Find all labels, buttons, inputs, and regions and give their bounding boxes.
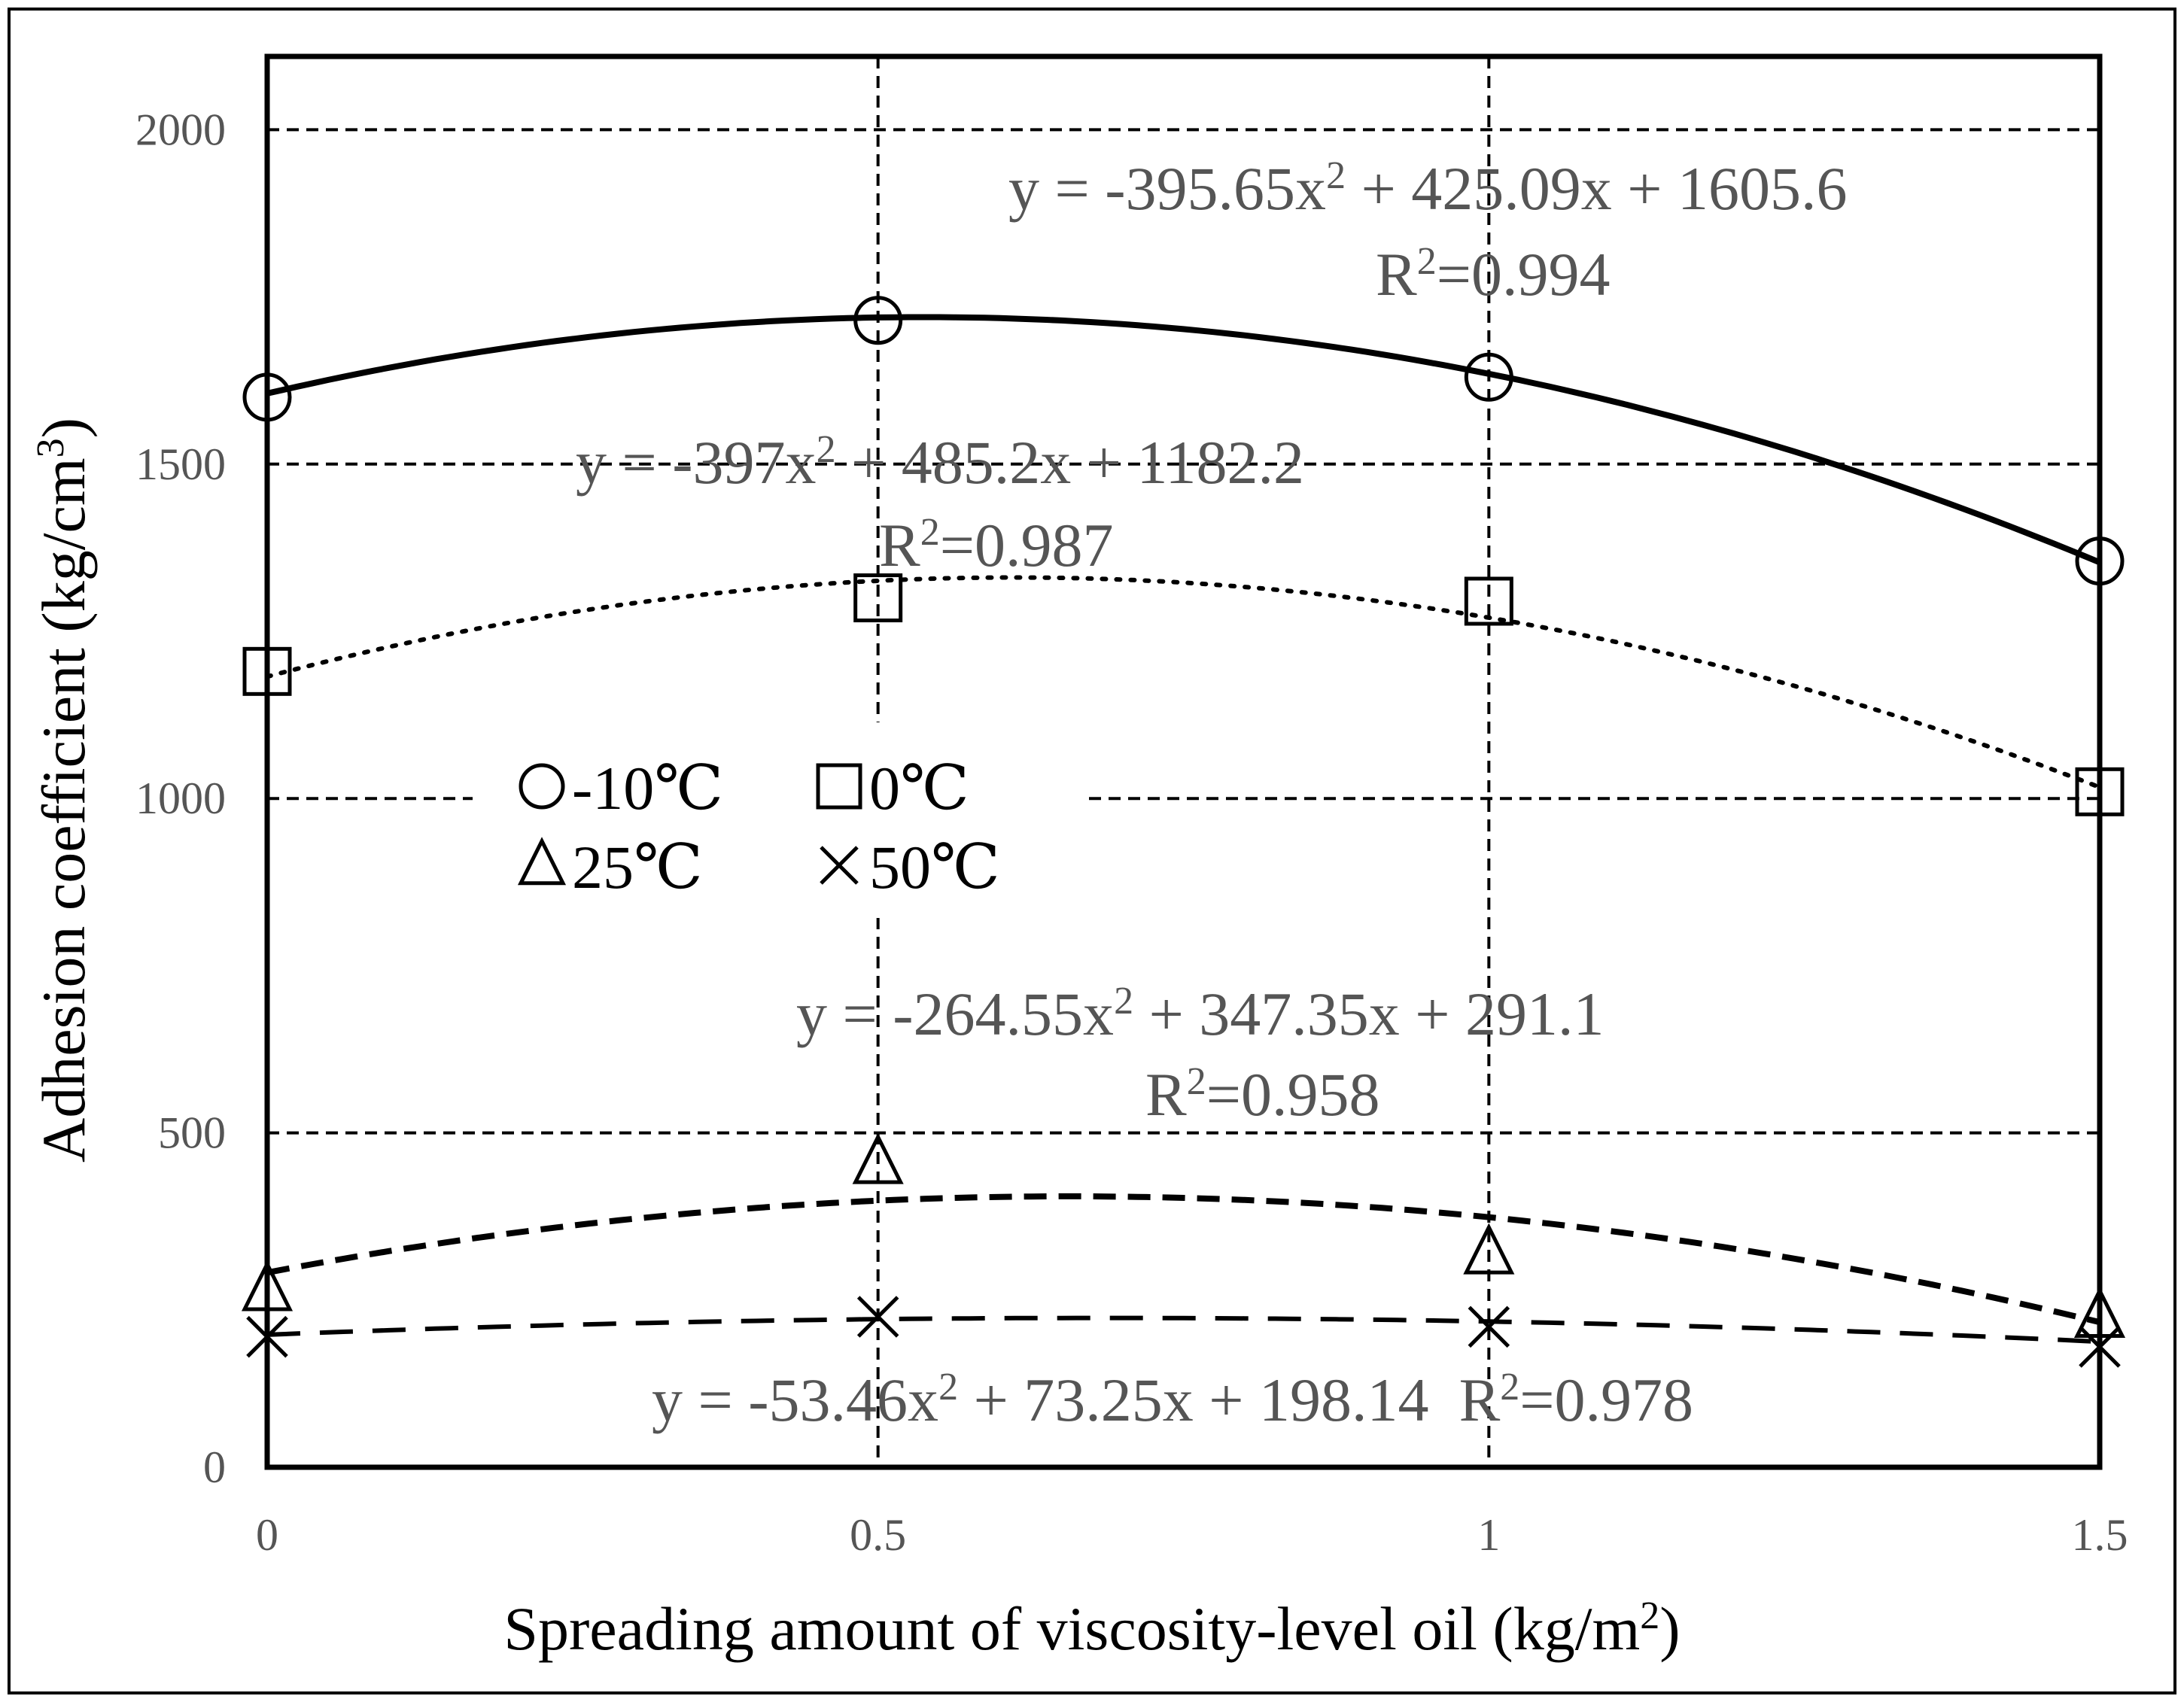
equation-minus10c: y = -395.65x2 + 425.09x + 1605.6 <box>1008 154 1848 223</box>
legend-marker-2 <box>517 837 567 886</box>
x-axis-title: Spreading amount of viscosity-level oil … <box>503 1594 1680 1664</box>
fit-curve-0 <box>266 314 2101 566</box>
x-axis-ticks: 0 0.5 1 1.5 <box>256 1510 2128 1560</box>
equation-0c-part-b: + 485.2x + 1182.2 <box>836 428 1304 497</box>
equation-25c-part-b: + 347.35x + 291.1 <box>1133 980 1605 1048</box>
fit-curves <box>265 314 2102 1345</box>
x-axis-title-main: Spreading amount of viscosity-level oil … <box>503 1594 1640 1663</box>
equation-minus10c-part-a: y = -395.65x <box>1008 154 1326 223</box>
y-axis-ticks: 0 500 1000 1500 2000 <box>135 105 226 1492</box>
legend-marker-1 <box>816 763 862 810</box>
marker-series2-point1 <box>852 1132 904 1184</box>
fit-curve-2 <box>266 1193 2100 1326</box>
marker-series3-point2 <box>1468 1305 1510 1348</box>
x-tick-0: 0 <box>256 1510 278 1560</box>
y-tick-0: 0 <box>203 1442 226 1492</box>
y-axis-title-sup: 3 <box>29 438 72 457</box>
equation-50c-exp: 2 <box>938 1366 958 1409</box>
r2-0c-value: =0.987 <box>940 511 1114 579</box>
marker-series1-point2 <box>1464 576 1513 626</box>
y-tick-500: 500 <box>158 1108 226 1158</box>
r2-25c: R2=0.958 <box>1145 1060 1379 1129</box>
r2-25c-exp: 2 <box>1187 1060 1206 1103</box>
r2-0c: R2=0.987 <box>879 511 1113 580</box>
r2-50c-value: =0.978 <box>1519 1366 1693 1434</box>
y-axis-title-main: Adhesion coefficient (kg/cm <box>29 457 98 1163</box>
marker-series3-point1 <box>856 1296 899 1338</box>
r2-25c-value: =0.958 <box>1206 1060 1380 1129</box>
x-tick-1: 1 <box>1477 1510 1500 1560</box>
equation-50c-gap: R <box>1459 1366 1501 1434</box>
r2-minus10c: R2=0.994 <box>1376 240 1610 309</box>
marker-series0-point1 <box>853 296 903 345</box>
legend: -10℃ 0℃ 25℃ 50℃ <box>517 754 1000 901</box>
equation-50c-part-a: y = -53.46x <box>652 1366 938 1434</box>
y-tick-2000: 2000 <box>135 105 226 154</box>
y-tick-1000: 1000 <box>135 773 226 823</box>
y-axis-title: Adhesion coefficient (kg/cm3) <box>29 418 99 1163</box>
r2-50c-exp: 2 <box>1500 1366 1519 1409</box>
marker-series2-point0 <box>241 1260 294 1311</box>
equation-25c: y = -264.55x2 + 347.35x + 291.1 <box>796 980 1605 1049</box>
marker-series0-point2 <box>1464 352 1513 402</box>
legend-label-0: -10℃ <box>572 754 723 822</box>
plot-border <box>264 53 2103 1470</box>
marker-series1-point1 <box>853 573 903 623</box>
legend-label-2: 25℃ <box>572 833 703 901</box>
x-tick-1.5: 1.5 <box>2072 1510 2128 1560</box>
equation-50c-part-b: + 73.25x + 198.14 <box>958 1366 1429 1434</box>
data-markers <box>241 296 2126 1368</box>
equation-0c-exp: 2 <box>817 428 836 471</box>
marker-series2-point2 <box>1463 1223 1515 1275</box>
equation-25c-exp: 2 <box>1114 980 1133 1023</box>
legend-label-3: 50℃ <box>869 833 1000 901</box>
legend-marker-0 <box>519 763 565 810</box>
legend-marker-3 <box>820 846 859 885</box>
x-axis-title-tail: ) <box>1659 1594 1680 1663</box>
y-axis-title-tail: ) <box>29 418 98 438</box>
y-tick-1500: 1500 <box>135 439 226 489</box>
r2-minus10c-exp: 2 <box>1417 240 1437 283</box>
equation-50c: y = -53.46x2 + 73.25x + 198.14 R2=0.978 <box>652 1366 1693 1435</box>
fit-curve-1 <box>265 575 2102 790</box>
equation-0c-part-a: y = -397x <box>576 428 817 497</box>
marker-series3-point3 <box>2079 1326 2121 1368</box>
fit-curve-3 <box>266 1315 2100 1345</box>
equation-minus10c-part-b: + 425.09x + 1605.6 <box>1346 154 1848 223</box>
legend-label-1: 0℃ <box>869 754 969 822</box>
x-tick-0.5: 0.5 <box>850 1510 906 1560</box>
marker-series0-point0 <box>242 372 292 422</box>
marker-series1-point3 <box>2075 767 2125 816</box>
marker-series0-point3 <box>2075 536 2125 586</box>
equation-25c-part-a: y = -264.55x <box>796 980 1114 1048</box>
legend-background <box>473 722 1084 918</box>
r2-minus10c-value: =0.994 <box>1437 240 1611 308</box>
equation-0c: y = -397x2 + 485.2x + 1182.2 <box>576 428 1304 497</box>
outer-frame <box>8 8 2176 1694</box>
marker-series2-point3 <box>2073 1286 2126 1339</box>
equation-minus10c-exp: 2 <box>1326 154 1346 197</box>
r2-0c-exp: 2 <box>920 511 940 554</box>
marker-series3-point0 <box>246 1315 288 1358</box>
marker-series1-point0 <box>242 646 292 696</box>
x-axis-title-sup: 2 <box>1640 1594 1659 1637</box>
